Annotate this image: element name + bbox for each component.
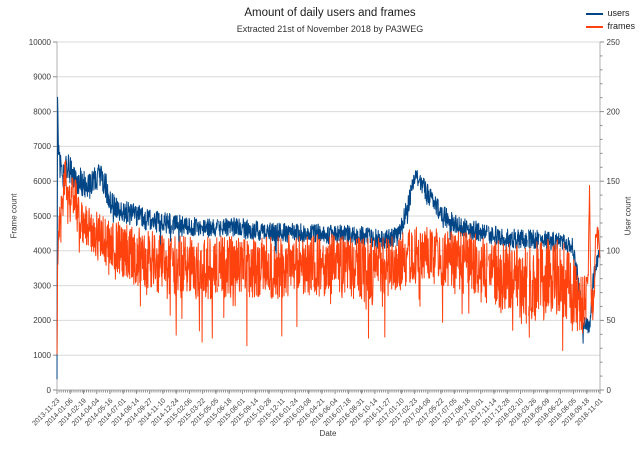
legend-item-users: users (586, 9, 635, 18)
left-axis-tick-label: 4000 (33, 247, 51, 256)
right-axis-title: User count (623, 196, 633, 236)
chart-title: Amount of daily users and frames (244, 7, 416, 19)
right-axis-tick-label: 200 (607, 107, 621, 116)
right-axis-tick-label: 250 (607, 38, 621, 47)
legend-label-users: users (607, 8, 630, 18)
legend-swatch-frames (586, 25, 604, 28)
right-axis-tick-label: 100 (607, 247, 621, 256)
chart-subtitle: Extracted 21st of November 2018 by PA3WE… (236, 24, 424, 34)
left-axis-tick-label: 3000 (33, 281, 51, 290)
frames-series (56, 160, 601, 355)
left-axis-title: Frame count (9, 193, 19, 239)
right-axis-tick-label: 50 (607, 316, 616, 325)
legend: users frames (586, 9, 635, 31)
left-axis-tick-label: 1000 (33, 351, 51, 360)
legend-label-frames: frames (607, 21, 635, 31)
left-axis-tick-label: 0 (47, 386, 52, 395)
users-series (56, 96, 601, 380)
legend-item-frames: frames (586, 22, 635, 31)
right-axis-tick-label: 150 (607, 177, 621, 186)
left-axis-tick-label: 7000 (33, 142, 51, 151)
legend-swatch-users (586, 12, 604, 15)
left-axis-tick-label: 2000 (33, 316, 51, 325)
left-axis-tick-label: 10000 (29, 38, 52, 47)
x-axis-title: Date (319, 429, 337, 438)
left-axis-tick-label: 5000 (33, 212, 51, 221)
right-axis-tick-label: 0 (607, 386, 612, 395)
left-axis-tick-label: 8000 (33, 107, 51, 116)
left-axis-tick-label: 6000 (33, 177, 51, 186)
left-axis-tick-label: 9000 (33, 73, 51, 82)
